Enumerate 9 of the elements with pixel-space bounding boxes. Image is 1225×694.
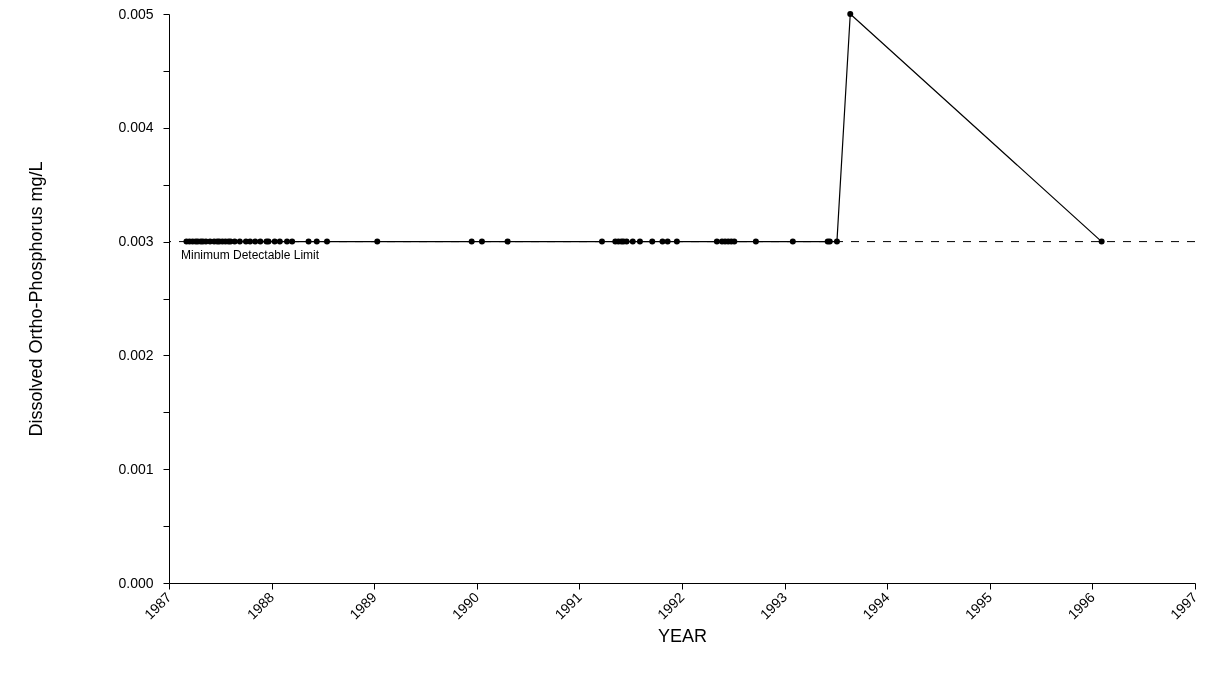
y-tick-label: 0.003: [118, 233, 154, 250]
y-tick-label: 0.001: [118, 460, 154, 477]
y-tick-label: 0.004: [118, 119, 154, 136]
y-tick-label: 0.002: [118, 346, 154, 363]
ref-line-label: Minimum Detectable Limit: [181, 247, 320, 262]
x-axis-title: YEAR: [657, 626, 708, 647]
y-tick-label: 0.005: [118, 5, 154, 22]
y-tick-label: 0.000: [118, 574, 154, 591]
y-axis-title: Dissolved Ortho-Phosphorus mg/L: [26, 161, 47, 437]
